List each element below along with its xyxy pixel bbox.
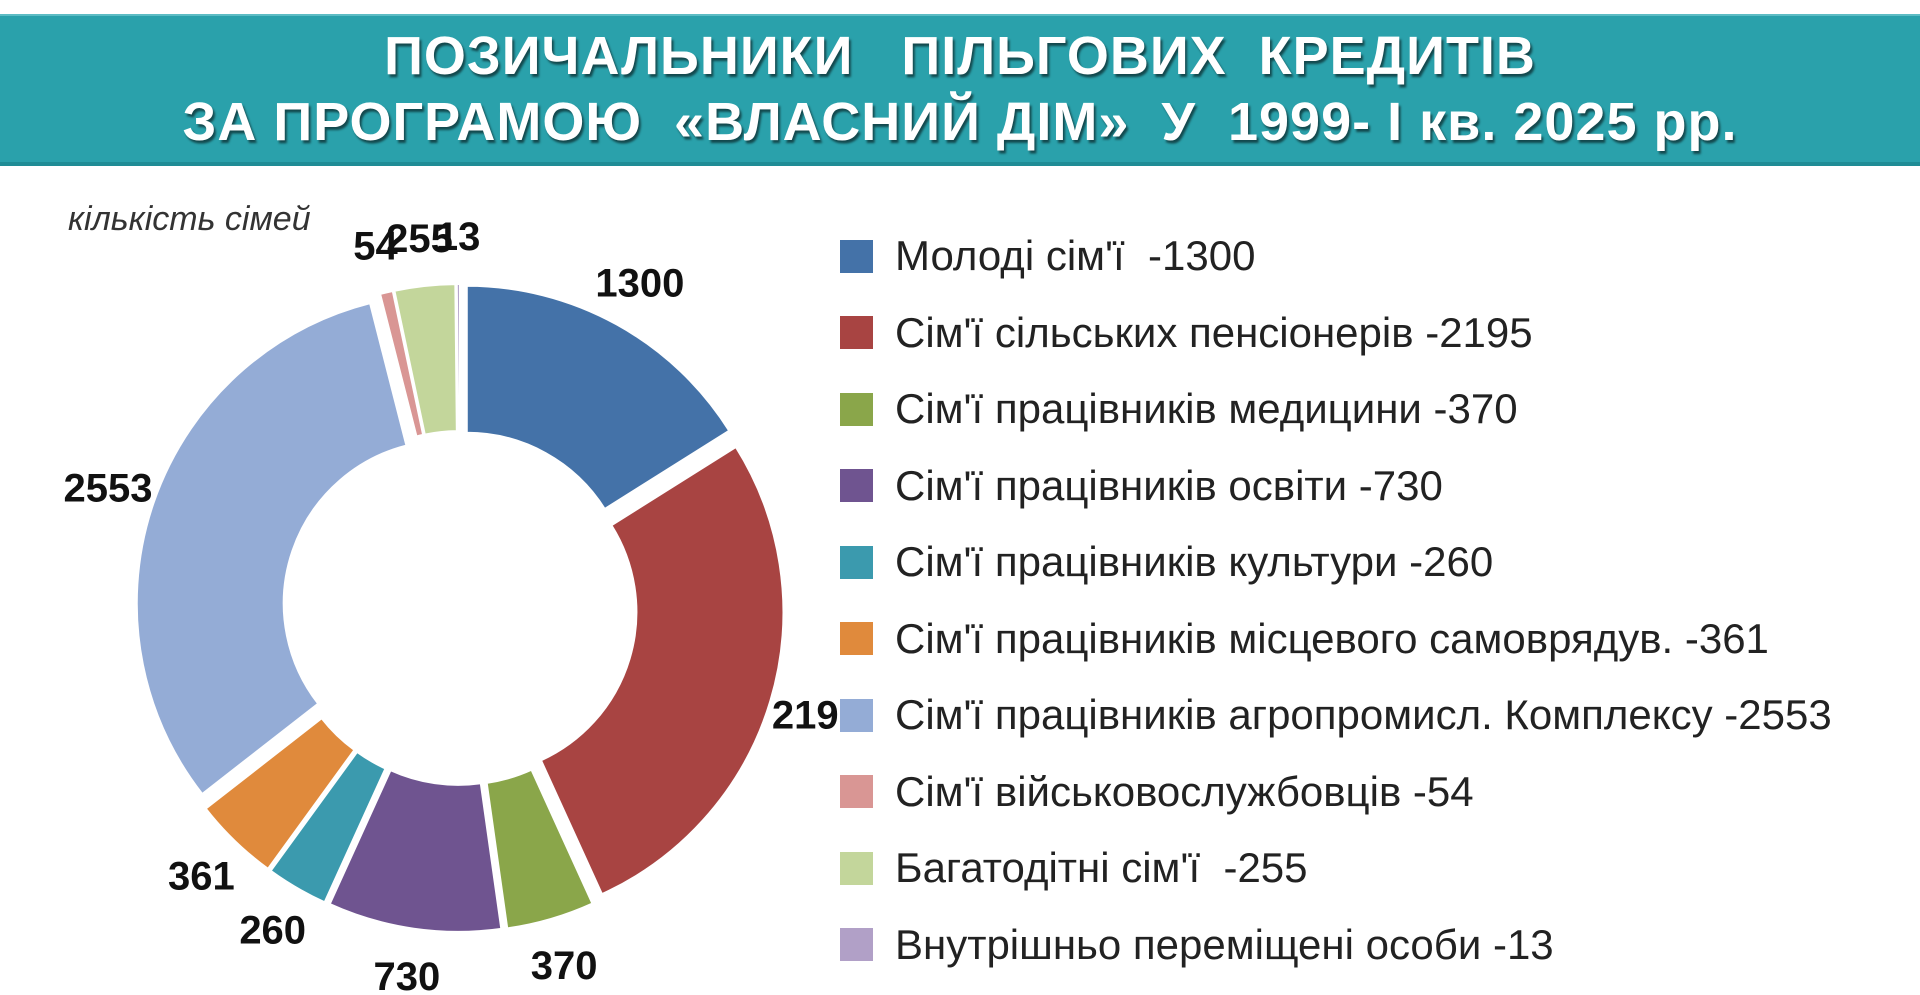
legend-swatch xyxy=(840,469,873,503)
legend-swatch xyxy=(840,928,873,962)
donut-slice-6 xyxy=(204,716,356,871)
chart-legend: Молоді сім'ї -1300 Сім'ї сільських пенсіо… xyxy=(840,218,1900,983)
legend-label: Сім'ї працівників агропромисл. Комплексу… xyxy=(895,691,1832,739)
title-bar: ПОЗИЧАЛЬНИКИ ПІЛЬГОВИХ КРЕДИТІВ ЗА ПРОГР… xyxy=(0,14,1920,162)
legend-label: Внутрішньо переміщені особи -13 xyxy=(895,920,1554,968)
donut-slice-2 xyxy=(539,445,785,896)
chart-title-line-2: ЗА ПРОГРАМОЮ «ВЛАСНИЙ ДІМ» У 1999- І кв.… xyxy=(182,92,1738,152)
donut-slice-1 xyxy=(465,284,731,511)
legend-item-9: Багатодітні сім'ї -255 xyxy=(840,830,1900,907)
donut-slice-3 xyxy=(485,768,594,930)
legend-swatch xyxy=(840,775,873,809)
legend-swatch xyxy=(840,392,873,426)
legend-swatch xyxy=(840,316,873,350)
data-label-3: 370 xyxy=(531,944,598,988)
legend-item-4: Сім'ї працівників освіти -730 xyxy=(840,448,1900,525)
donut-slice-5 xyxy=(269,750,387,904)
legend-label: Сім'ї працівників місцевого самоврядув. … xyxy=(895,614,1769,662)
data-label-4: 730 xyxy=(374,955,441,995)
legend-item-7: Сім'ї працівників агропромисл. Комплексу… xyxy=(840,677,1900,754)
data-label-8: 54 xyxy=(353,225,398,269)
donut-slice-9 xyxy=(393,283,458,436)
donut-slice-10 xyxy=(455,283,461,433)
legend-label: Сім'ї працівників культури -260 xyxy=(895,538,1494,586)
legend-label: Багатодітні сім'ї -255 xyxy=(895,844,1308,892)
data-label-10: 13 xyxy=(436,215,481,259)
legend-label: Сім'ї сільських пенсіонерів -2195 xyxy=(895,308,1533,356)
legend-label: Сім'ї працівників медицини -370 xyxy=(895,385,1518,433)
legend-item-1: Молоді сім'ї -1300 xyxy=(840,218,1900,295)
donut-slice-7 xyxy=(135,301,408,796)
legend-item-2: Сім'ї сільських пенсіонерів -2195 xyxy=(840,295,1900,372)
legend-swatch xyxy=(840,239,873,273)
legend-label: Сім'ї працівників освіти -730 xyxy=(895,461,1443,509)
data-label-5: 260 xyxy=(239,908,306,952)
data-label-1: 1300 xyxy=(595,261,684,305)
legend-label: Молоді сім'ї -1300 xyxy=(895,232,1256,280)
unit-label: кількість сімей xyxy=(68,200,311,238)
legend-swatch xyxy=(840,545,873,579)
legend-label: Сім'ї військовослужбовців -54 xyxy=(895,767,1474,815)
legend-item-6: Сім'ї працівників місцевого самоврядув. … xyxy=(840,601,1900,678)
legend-item-5: Сім'ї працівників культури -260 xyxy=(840,524,1900,601)
legend-item-3: Сім'ї працівників медицини -370 xyxy=(840,371,1900,448)
data-label-7: 2553 xyxy=(64,467,153,511)
donut-slice-8 xyxy=(378,289,425,438)
legend-swatch xyxy=(840,698,873,732)
data-label-6: 361 xyxy=(168,854,235,898)
donut-slice-4 xyxy=(328,768,503,933)
data-label-9: 255 xyxy=(386,217,453,261)
legend-item-10: Внутрішньо переміщені особи -13 xyxy=(840,907,1900,984)
legend-swatch xyxy=(840,622,873,656)
chart-title-line-1: ПОЗИЧАЛЬНИКИ ПІЛЬГОВИХ КРЕДИТІВ xyxy=(384,26,1536,86)
legend-item-8: Сім'ї військовослужбовців -54 xyxy=(840,754,1900,831)
legend-swatch xyxy=(840,851,873,885)
